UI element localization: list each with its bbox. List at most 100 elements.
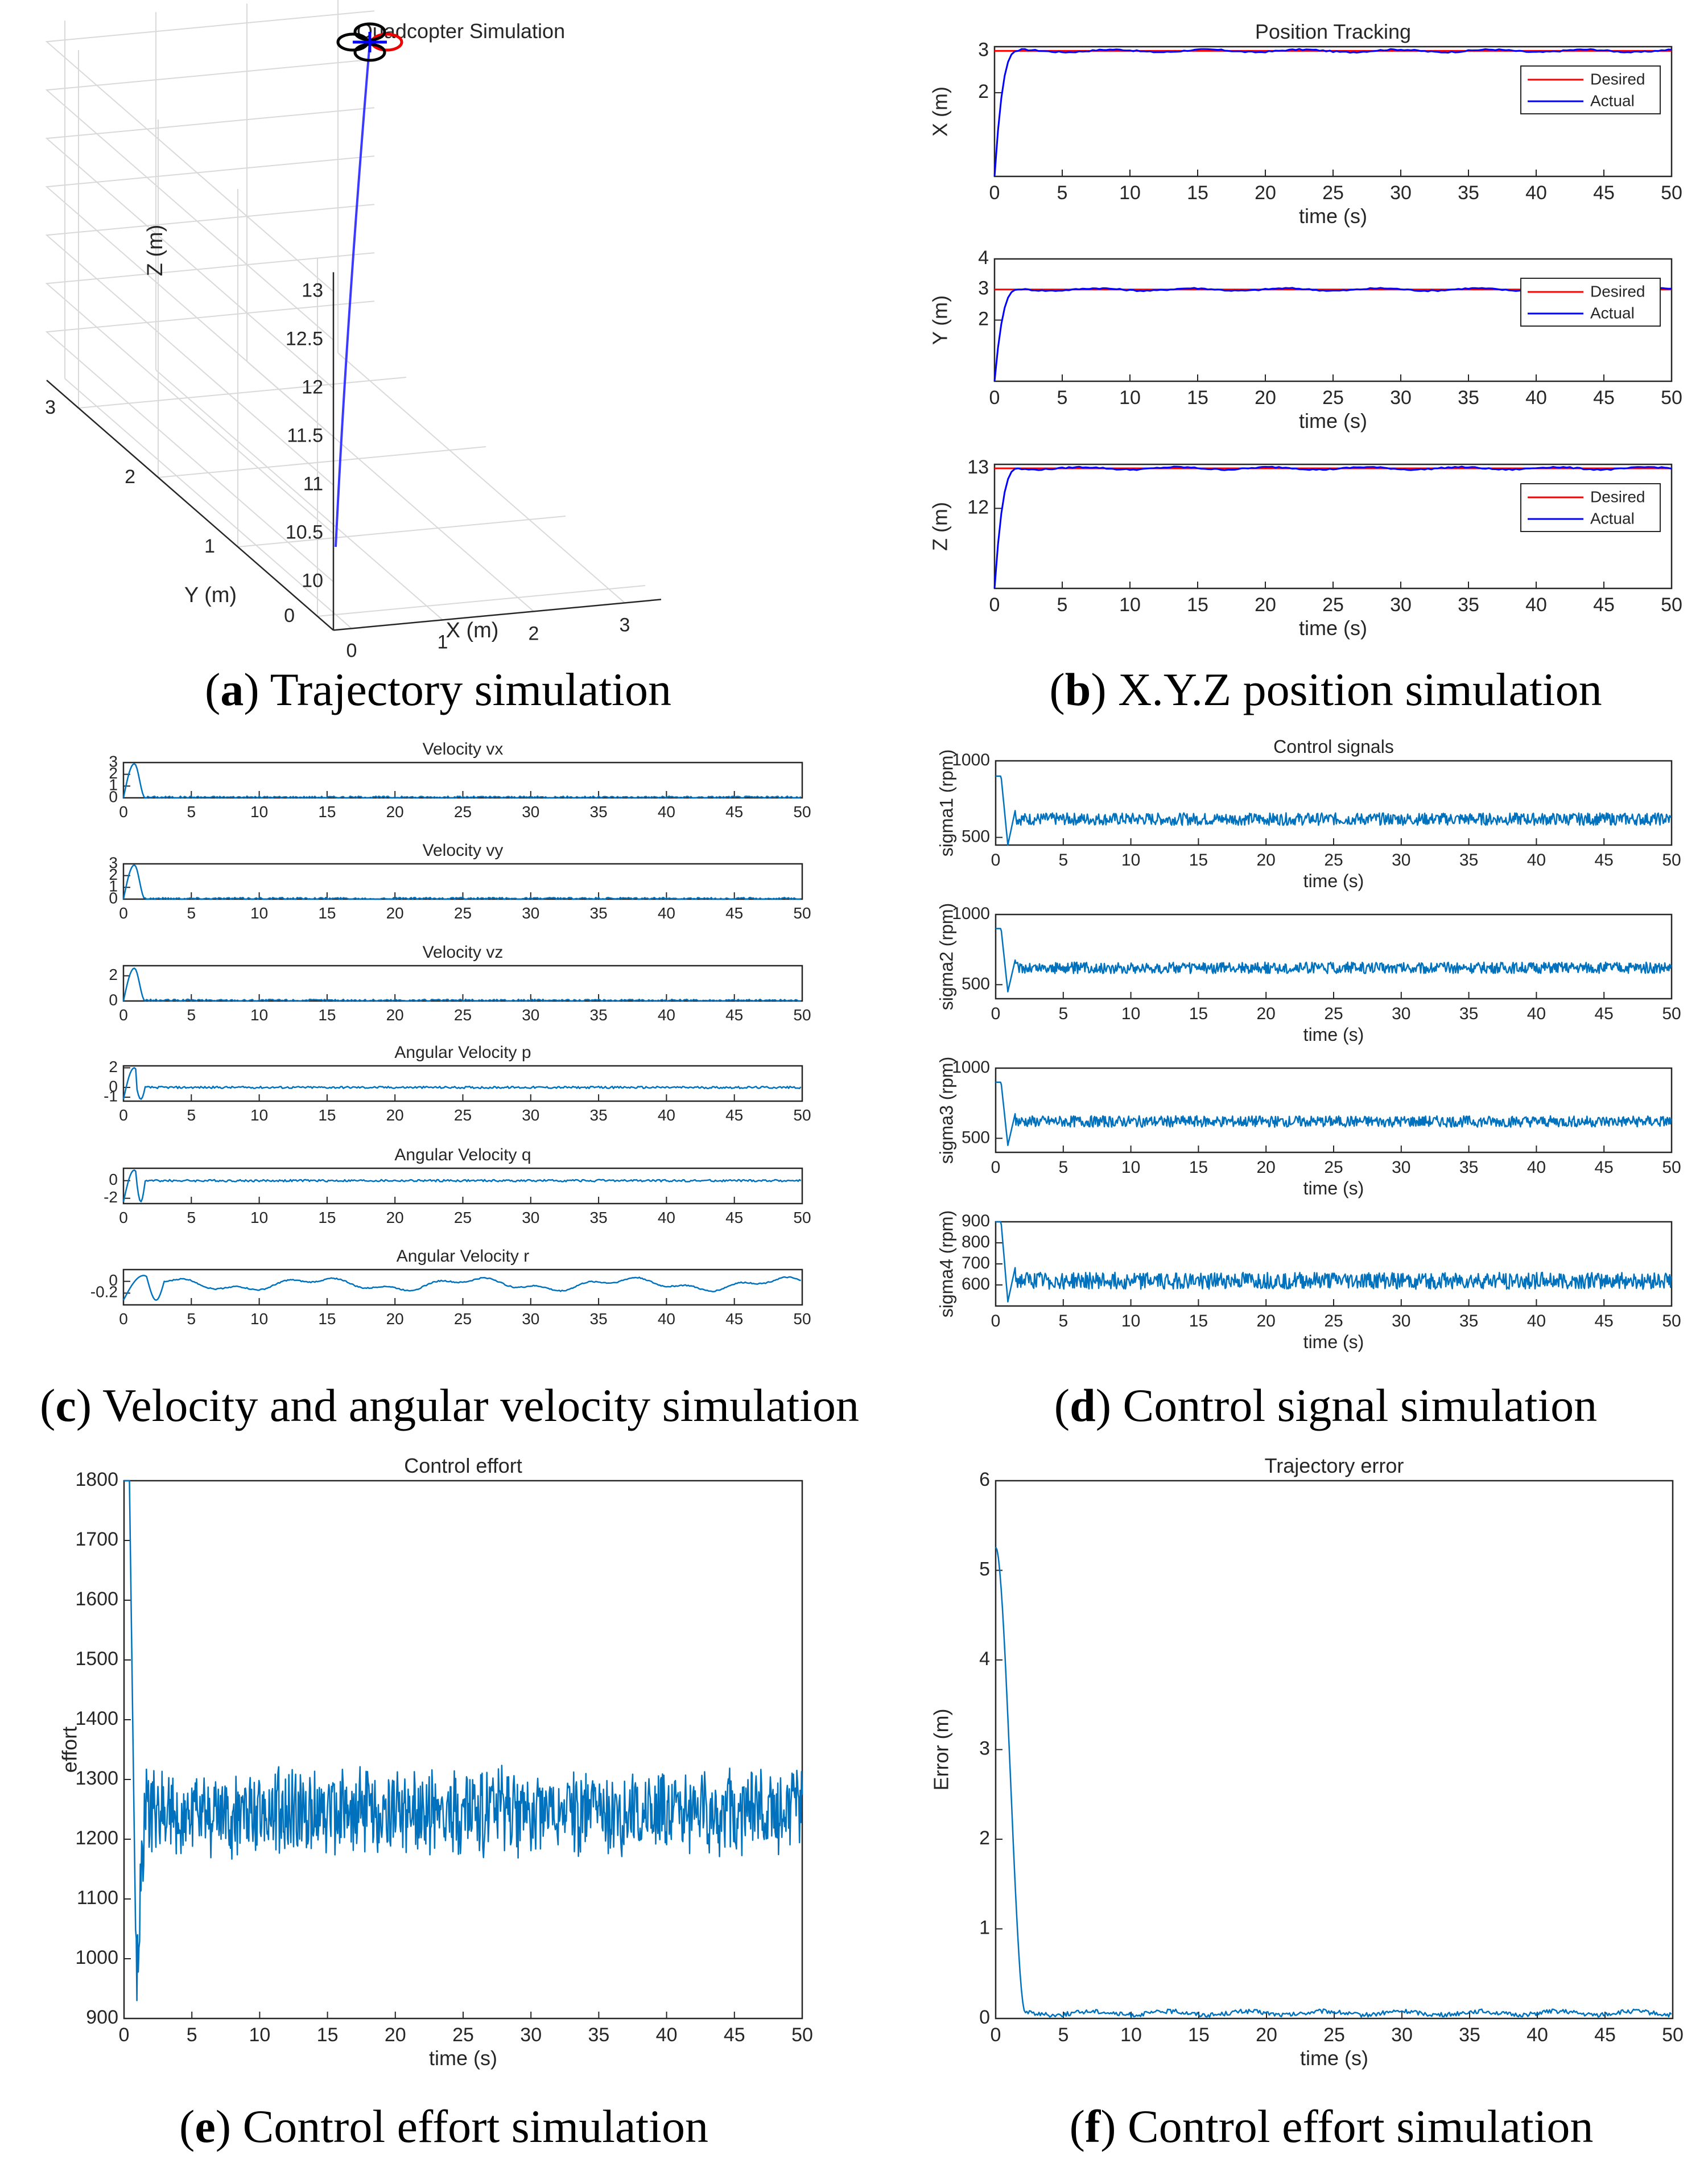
f-ytick-label: 5 bbox=[979, 1558, 990, 1580]
c1-xtick-label: 35 bbox=[590, 803, 608, 821]
d4-xtick-label: 35 bbox=[1459, 1312, 1478, 1330]
c6-title: Angular Velocity r bbox=[397, 1247, 529, 1266]
c3-ytick-label: 2 bbox=[109, 966, 118, 983]
c3-title: Velocity vz bbox=[423, 943, 504, 962]
a-y-axis bbox=[46, 380, 334, 631]
a-ztick-label: 13 bbox=[302, 279, 323, 301]
c5-ytick-label: -2 bbox=[104, 1188, 118, 1206]
a-ztick-label: 10 bbox=[302, 570, 323, 591]
b2-legend-box bbox=[1520, 278, 1661, 327]
d4-xtick-label: 5 bbox=[1058, 1312, 1068, 1330]
c1-xtick-label: 50 bbox=[793, 803, 811, 821]
a-title: Quadcopter Simulation bbox=[357, 19, 565, 43]
e-signal-line bbox=[123, 1480, 803, 2001]
f-ytick-label: 1 bbox=[979, 1917, 990, 1938]
d1-ytick-label: 500 bbox=[962, 827, 990, 846]
c2-xtick-label: 35 bbox=[590, 904, 608, 922]
c2-xtick-label: 0 bbox=[119, 904, 128, 922]
c6-xtick-label: 30 bbox=[522, 1310, 539, 1328]
d1-xtick-label: 0 bbox=[991, 851, 1001, 870]
d1-xlabel: time (s) bbox=[1303, 871, 1364, 891]
b2-ytick-label: 2 bbox=[978, 308, 989, 329]
a-ztick-label: 11.5 bbox=[287, 425, 323, 446]
caption-c-text: Velocity and angular velocity simulation bbox=[102, 1379, 859, 1431]
e-xtick-label: 10 bbox=[249, 2024, 270, 2046]
d1-xtick-label: 20 bbox=[1257, 851, 1276, 870]
c6-xtick-label: 35 bbox=[590, 1310, 608, 1328]
a-ytick-label: 1 bbox=[204, 535, 215, 557]
d2-xtick-label: 50 bbox=[1662, 1004, 1681, 1023]
d1-xtick-label: 25 bbox=[1324, 851, 1343, 870]
c2-signal-line bbox=[122, 864, 801, 900]
a-x-axis bbox=[333, 599, 662, 631]
c2-xtick-label: 45 bbox=[725, 904, 743, 922]
a-ylabel: Y (m) bbox=[184, 583, 237, 607]
c2-xtick-label: 15 bbox=[318, 904, 336, 922]
b1-xtick-label: 40 bbox=[1525, 182, 1547, 204]
d3-ytick-label: 500 bbox=[962, 1128, 990, 1147]
f-xtick-label: 30 bbox=[1391, 2024, 1413, 2046]
d4-xtick-label: 15 bbox=[1189, 1312, 1208, 1330]
d1-xtick-label: 5 bbox=[1058, 851, 1068, 870]
d3-xtick-label: 45 bbox=[1595, 1158, 1614, 1177]
d1-ylabel: sigma1 (rpm) bbox=[936, 749, 956, 856]
b3-xtick-label: 15 bbox=[1187, 594, 1208, 616]
c2-xtick-label: 40 bbox=[658, 904, 675, 922]
c2-xtick-label: 25 bbox=[454, 904, 472, 922]
e-title: Control effort bbox=[404, 1454, 522, 1477]
c6-xtick-label: 5 bbox=[187, 1310, 196, 1328]
d3-signal-line bbox=[996, 1081, 1672, 1146]
d2-xtick-label: 30 bbox=[1392, 1004, 1410, 1023]
c1-ytick-label: 1 bbox=[109, 776, 118, 794]
b3-actual-line bbox=[993, 465, 1672, 589]
d2-ylabel: sigma2 (rpm) bbox=[936, 903, 956, 1010]
d4-ylabel: sigma4 (rpm) bbox=[936, 1210, 956, 1317]
e-xtick-label: 0 bbox=[119, 2024, 130, 2046]
f-axes-box bbox=[995, 1480, 1674, 2020]
a-xtick-label: 0 bbox=[346, 640, 357, 661]
d3-xtick-label: 25 bbox=[1324, 1158, 1343, 1177]
d3-xtick-label: 35 bbox=[1459, 1158, 1478, 1177]
b2-xlabel: time (s) bbox=[1299, 409, 1367, 432]
d2-xtick-label: 20 bbox=[1257, 1004, 1276, 1023]
c1-signal-line bbox=[122, 763, 802, 799]
a-zlabel: Z (m) bbox=[143, 225, 167, 277]
d2-xtick-label: 25 bbox=[1324, 1004, 1343, 1023]
b3-xtick-label: 45 bbox=[1593, 594, 1615, 616]
e-ytick-label: 1200 bbox=[75, 1827, 118, 1849]
b2-xtick-label: 35 bbox=[1458, 387, 1479, 409]
a-grid-line bbox=[64, 378, 352, 629]
c3-xtick-label: 35 bbox=[590, 1006, 608, 1024]
a-grid-line bbox=[45, 252, 375, 534]
e-xtick-label: 30 bbox=[520, 2024, 542, 2046]
c4-ytick-label: -1 bbox=[104, 1087, 118, 1105]
c6-xtick-label: 45 bbox=[725, 1310, 743, 1328]
c3-xtick-label: 25 bbox=[454, 1006, 472, 1024]
c4-xtick-label: 30 bbox=[522, 1106, 539, 1124]
c5-xtick-label: 25 bbox=[454, 1209, 472, 1226]
d2-xtick-label: 0 bbox=[991, 1004, 1001, 1023]
a-ztick-label: 12.5 bbox=[286, 328, 323, 349]
c2-ytick-label: 0 bbox=[109, 889, 118, 907]
a-xtick-label: 3 bbox=[620, 614, 630, 636]
caption-f-letter: f bbox=[1084, 2100, 1101, 2152]
c1-xtick-label: 5 bbox=[187, 803, 196, 821]
c2-title: Velocity vy bbox=[423, 841, 504, 860]
c5-signal-line bbox=[122, 1169, 802, 1202]
d3-xtick-label: 20 bbox=[1257, 1158, 1276, 1177]
c5-xtick-label: 50 bbox=[793, 1209, 811, 1226]
c6-xtick-label: 50 bbox=[793, 1310, 811, 1328]
c4-xtick-label: 15 bbox=[318, 1106, 336, 1124]
f-ytick-label: 3 bbox=[979, 1737, 990, 1759]
c2-xtick-label: 10 bbox=[250, 904, 268, 922]
b1-xtick-label: 50 bbox=[1661, 182, 1682, 204]
b1-actual-line bbox=[993, 48, 1672, 177]
c4-xtick-label: 10 bbox=[250, 1106, 268, 1124]
b3-ytick-label: 12 bbox=[967, 496, 989, 518]
b1-xlabel: time (s) bbox=[1299, 204, 1367, 228]
d4-xlabel: time (s) bbox=[1303, 1332, 1364, 1352]
caption-a-text: Trajectory simulation bbox=[270, 664, 671, 715]
c5-xtick-label: 10 bbox=[250, 1209, 268, 1226]
d2-xtick-label: 15 bbox=[1189, 1004, 1208, 1023]
d4-ytick-label: 700 bbox=[962, 1254, 990, 1272]
